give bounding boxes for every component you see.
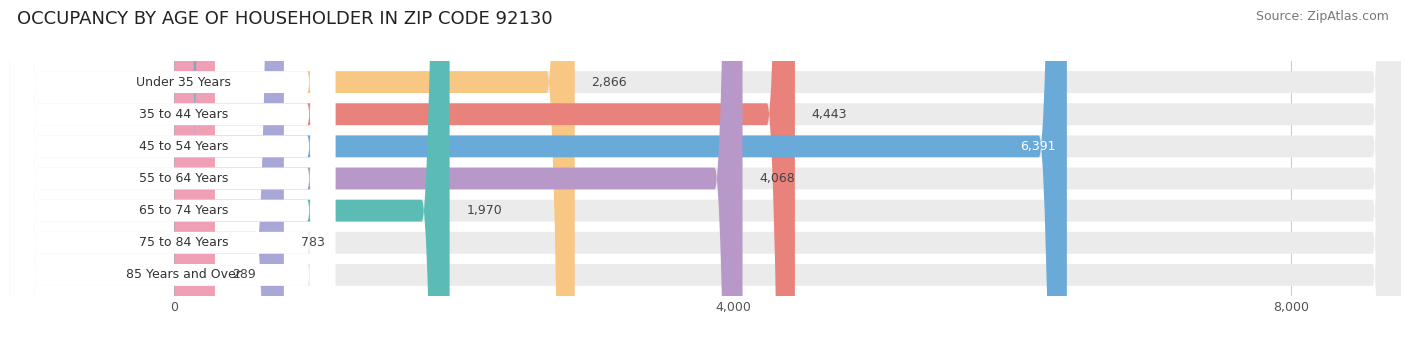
FancyBboxPatch shape [10, 0, 1400, 340]
Text: 289: 289 [232, 268, 256, 282]
FancyBboxPatch shape [10, 0, 335, 340]
FancyBboxPatch shape [10, 0, 1400, 340]
Text: 783: 783 [301, 236, 325, 249]
Text: 1,970: 1,970 [467, 204, 502, 217]
Text: 65 to 74 Years: 65 to 74 Years [139, 204, 228, 217]
FancyBboxPatch shape [174, 0, 742, 340]
FancyBboxPatch shape [174, 0, 284, 340]
FancyBboxPatch shape [10, 0, 1400, 340]
FancyBboxPatch shape [174, 0, 1067, 340]
FancyBboxPatch shape [10, 0, 335, 340]
FancyBboxPatch shape [174, 0, 450, 340]
Text: 75 to 84 Years: 75 to 84 Years [139, 236, 228, 249]
FancyBboxPatch shape [174, 0, 215, 340]
FancyBboxPatch shape [10, 0, 335, 340]
Text: 45 to 54 Years: 45 to 54 Years [139, 140, 228, 153]
Text: 4,068: 4,068 [759, 172, 794, 185]
FancyBboxPatch shape [10, 0, 335, 340]
FancyBboxPatch shape [10, 0, 335, 340]
FancyBboxPatch shape [10, 0, 1400, 340]
Text: Source: ZipAtlas.com: Source: ZipAtlas.com [1256, 10, 1389, 23]
Text: 6,391: 6,391 [1021, 140, 1056, 153]
Text: 4,443: 4,443 [811, 108, 848, 121]
FancyBboxPatch shape [10, 0, 1400, 340]
Text: OCCUPANCY BY AGE OF HOUSEHOLDER IN ZIP CODE 92130: OCCUPANCY BY AGE OF HOUSEHOLDER IN ZIP C… [17, 10, 553, 28]
FancyBboxPatch shape [10, 0, 1400, 340]
FancyBboxPatch shape [10, 0, 335, 340]
Text: 35 to 44 Years: 35 to 44 Years [139, 108, 228, 121]
Text: 85 Years and Over: 85 Years and Over [127, 268, 240, 282]
FancyBboxPatch shape [10, 0, 335, 340]
Text: Under 35 Years: Under 35 Years [136, 75, 231, 89]
Text: 2,866: 2,866 [592, 75, 627, 89]
FancyBboxPatch shape [174, 0, 794, 340]
Text: 55 to 64 Years: 55 to 64 Years [139, 172, 228, 185]
FancyBboxPatch shape [10, 0, 1400, 340]
FancyBboxPatch shape [174, 0, 575, 340]
